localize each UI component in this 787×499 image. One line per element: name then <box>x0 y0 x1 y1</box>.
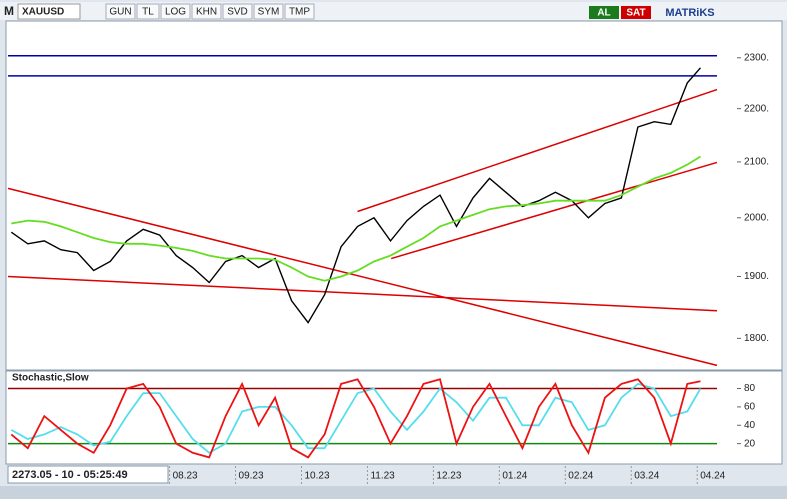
toolbar-button[interactable] <box>105 3 136 20</box>
series-line <box>11 155 701 282</box>
toolbar-button[interactable] <box>136 3 160 20</box>
status-box <box>7 465 169 484</box>
y-tick-label: 1800. <box>744 333 769 344</box>
y-tick-label: 2300. <box>744 52 769 63</box>
series-line <box>10 67 702 324</box>
logo: M <box>4 4 14 18</box>
toolbar-button-label[interactable]: SYM <box>258 7 280 18</box>
toolbar-button-label[interactable]: GUN <box>109 7 131 18</box>
buy-button[interactable] <box>589 6 619 19</box>
y-tick-label: 1900. <box>744 271 769 282</box>
y-tick-label: 20 <box>744 438 756 449</box>
stoch-title: Stochastic,Slow <box>12 373 89 384</box>
toolbar-button-label[interactable]: TMP <box>289 7 310 18</box>
trend-line <box>390 161 718 260</box>
buy-label[interactable]: AL <box>597 8 610 19</box>
x-tick-label: 11.23 <box>370 471 395 482</box>
y-tick-label: 60 <box>744 402 756 413</box>
toolbar-button[interactable] <box>253 3 284 20</box>
series-line <box>10 378 701 459</box>
y-tick-label: 40 <box>744 420 756 431</box>
main-panel <box>5 20 783 371</box>
toolbar-button-label[interactable]: TL <box>142 7 154 18</box>
brand: MATRiKS <box>665 7 714 19</box>
toolbar-button[interactable] <box>191 3 222 20</box>
x-tick-label: 04.24 <box>700 471 725 482</box>
y-tick-label: 80 <box>744 383 756 394</box>
toolbar-button[interactable] <box>160 3 191 20</box>
y-tick-label: 2200. <box>744 103 769 114</box>
x-tick-label: 10.23 <box>304 471 329 482</box>
trend-line <box>357 88 718 213</box>
x-tick-label: 12.23 <box>436 471 461 482</box>
x-tick-label: 09.23 <box>239 471 264 482</box>
x-tick-label: 08.23 <box>173 471 198 482</box>
symbol-box[interactable] <box>17 3 81 20</box>
status: 2273.05 - 10 - 05:25:49 <box>12 469 128 481</box>
toolbar-button[interactable] <box>284 3 315 20</box>
y-tick-label: 2100. <box>744 157 769 168</box>
sell-button[interactable] <box>621 6 651 19</box>
y-tick-label: 2000. <box>744 212 769 223</box>
toolbar-button[interactable] <box>222 3 253 20</box>
x-tick-label: 01.24 <box>502 471 527 482</box>
series-line <box>10 382 702 454</box>
scrollbar[interactable] <box>0 486 787 499</box>
toolbar-button-label[interactable]: LOG <box>165 7 186 18</box>
sell-label[interactable]: SAT <box>626 8 645 19</box>
trend-line <box>7 187 718 367</box>
x-tick-label: 03.24 <box>634 471 659 482</box>
trend-line <box>7 275 718 312</box>
x-tick-label: 02.24 <box>568 471 593 482</box>
toolbar-button-label[interactable]: KHN <box>196 7 217 18</box>
toolbar-button-label[interactable]: SVD <box>227 7 248 18</box>
symbol[interactable]: XAUUSD <box>22 7 64 18</box>
stoch-panel <box>5 370 783 465</box>
